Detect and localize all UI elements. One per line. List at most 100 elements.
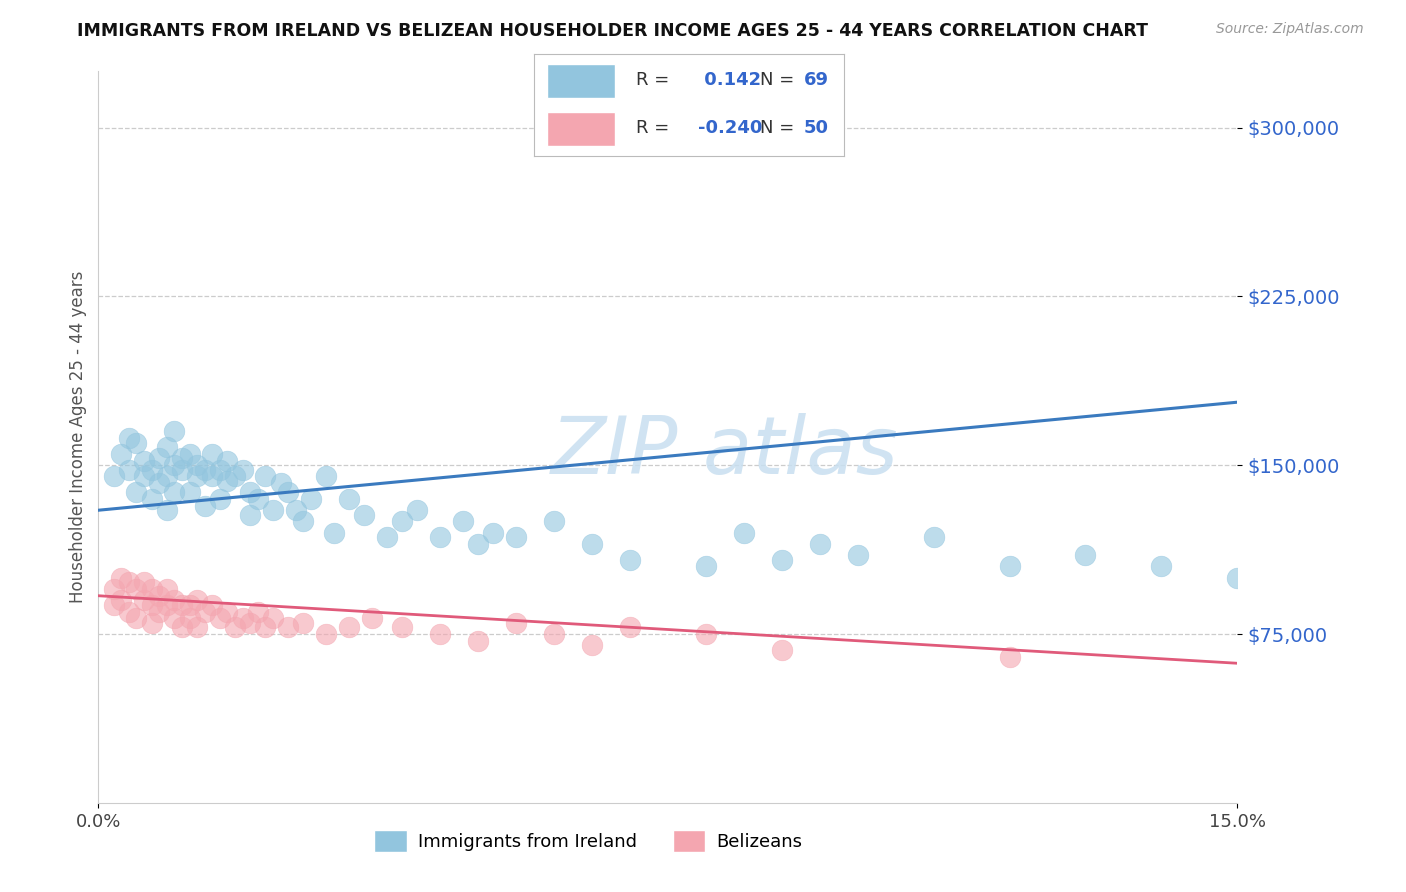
Point bbox=[467, 537, 489, 551]
Point bbox=[103, 469, 125, 483]
Point bbox=[360, 611, 382, 625]
Point bbox=[118, 463, 141, 477]
Point bbox=[110, 571, 132, 585]
Point bbox=[186, 458, 208, 473]
Point bbox=[148, 589, 170, 603]
Point bbox=[695, 559, 717, 574]
Point bbox=[103, 582, 125, 596]
Point bbox=[1074, 548, 1097, 562]
Point bbox=[141, 615, 163, 630]
Point bbox=[808, 537, 831, 551]
Point bbox=[695, 627, 717, 641]
Point bbox=[103, 598, 125, 612]
Point bbox=[391, 515, 413, 529]
Bar bbox=[547, 64, 614, 97]
Point bbox=[353, 508, 375, 522]
Point bbox=[125, 611, 148, 625]
Point bbox=[322, 525, 344, 540]
Point bbox=[619, 620, 641, 634]
Point bbox=[375, 530, 398, 544]
Point bbox=[163, 485, 186, 500]
Y-axis label: Householder Income Ages 25 - 44 years: Householder Income Ages 25 - 44 years bbox=[69, 271, 87, 603]
Point bbox=[1226, 571, 1249, 585]
Text: -0.240: -0.240 bbox=[699, 120, 762, 137]
Point bbox=[141, 582, 163, 596]
Point bbox=[208, 463, 231, 477]
Point bbox=[429, 627, 451, 641]
Point bbox=[163, 611, 186, 625]
Point bbox=[315, 469, 337, 483]
Point bbox=[922, 530, 945, 544]
Text: R =: R = bbox=[637, 120, 669, 137]
Point bbox=[246, 491, 269, 506]
Point bbox=[132, 575, 155, 590]
Point bbox=[239, 508, 262, 522]
Point bbox=[505, 530, 527, 544]
Point bbox=[179, 447, 201, 461]
Point bbox=[186, 469, 208, 483]
Point bbox=[217, 453, 239, 467]
Point bbox=[194, 605, 217, 619]
Point bbox=[217, 605, 239, 619]
Point bbox=[156, 440, 179, 454]
Point bbox=[156, 598, 179, 612]
Text: N =: N = bbox=[761, 120, 794, 137]
Point bbox=[254, 469, 277, 483]
Point bbox=[125, 485, 148, 500]
Point bbox=[156, 469, 179, 483]
Point bbox=[163, 425, 186, 439]
Point bbox=[482, 525, 505, 540]
Point bbox=[170, 451, 193, 466]
Point bbox=[254, 620, 277, 634]
Point bbox=[132, 453, 155, 467]
Point bbox=[337, 491, 360, 506]
Point bbox=[186, 620, 208, 634]
Text: ZIP atlas: ZIP atlas bbox=[551, 413, 898, 491]
Legend: Immigrants from Ireland, Belizeans: Immigrants from Ireland, Belizeans bbox=[367, 823, 810, 860]
Point bbox=[619, 553, 641, 567]
Point bbox=[141, 598, 163, 612]
Point bbox=[170, 598, 193, 612]
Point bbox=[277, 485, 299, 500]
Point bbox=[224, 469, 246, 483]
Point bbox=[315, 627, 337, 641]
Point bbox=[581, 638, 603, 652]
Point bbox=[239, 485, 262, 500]
Text: R =: R = bbox=[637, 71, 669, 89]
Point bbox=[201, 469, 224, 483]
Point bbox=[148, 476, 170, 491]
Point bbox=[284, 503, 307, 517]
Point bbox=[156, 503, 179, 517]
Point bbox=[179, 611, 201, 625]
Point bbox=[467, 633, 489, 648]
Point bbox=[110, 447, 132, 461]
Point bbox=[770, 642, 793, 657]
Bar bbox=[547, 112, 614, 145]
Text: 50: 50 bbox=[803, 120, 828, 137]
Point bbox=[156, 582, 179, 596]
Text: 69: 69 bbox=[803, 71, 828, 89]
Point bbox=[194, 499, 217, 513]
Point bbox=[451, 515, 474, 529]
Point bbox=[170, 463, 193, 477]
Point bbox=[391, 620, 413, 634]
Point bbox=[141, 463, 163, 477]
Point bbox=[118, 605, 141, 619]
Point bbox=[208, 611, 231, 625]
Point bbox=[846, 548, 869, 562]
Point bbox=[270, 476, 292, 491]
Point bbox=[217, 474, 239, 488]
Point bbox=[770, 553, 793, 567]
Point bbox=[201, 447, 224, 461]
Text: N =: N = bbox=[761, 71, 794, 89]
Point bbox=[208, 491, 231, 506]
Point bbox=[406, 503, 429, 517]
Point bbox=[246, 605, 269, 619]
Point bbox=[179, 485, 201, 500]
Point bbox=[125, 582, 148, 596]
Point bbox=[262, 503, 284, 517]
Text: IMMIGRANTS FROM IRELAND VS BELIZEAN HOUSEHOLDER INCOME AGES 25 - 44 YEARS CORREL: IMMIGRANTS FROM IRELAND VS BELIZEAN HOUS… bbox=[77, 22, 1149, 40]
Point bbox=[543, 627, 565, 641]
Point bbox=[110, 593, 132, 607]
Point bbox=[292, 515, 315, 529]
